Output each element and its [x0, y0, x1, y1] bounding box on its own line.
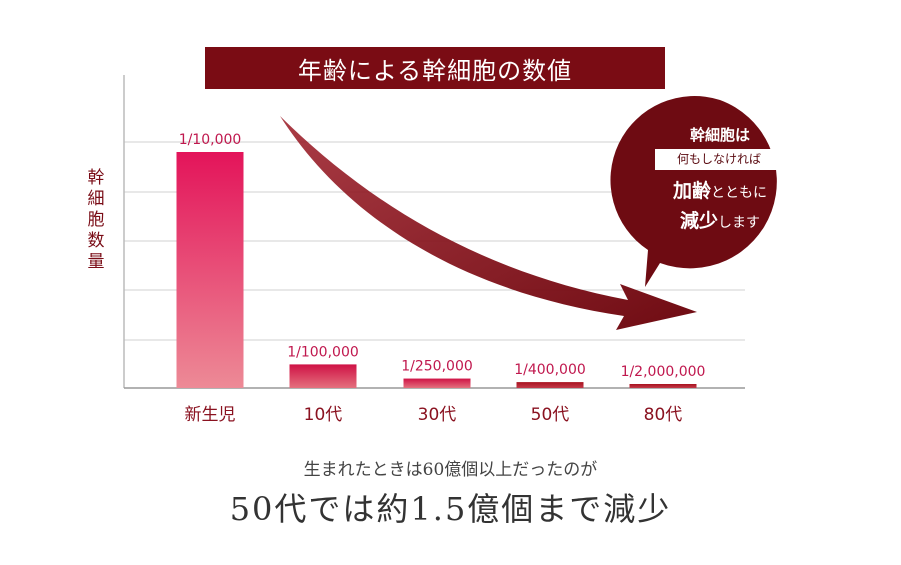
x-tick-label: 10代 [304, 405, 343, 425]
callout-line3-main: 加齢 [672, 180, 711, 202]
x-tick-label: 80代 [644, 405, 683, 425]
callout-note: 幹細胞は 何もしなければ 加齢とともに 減少します [636, 100, 804, 265]
category-labels-group: 新生児 10代 30代 50代 80代 [185, 405, 683, 425]
value-labels-group: 1/10,000 1/100,000 1/250,000 1/400,000 1/2,0… [179, 132, 706, 380]
callout-line2: 何もしなければ [655, 149, 783, 170]
title-banner-bg [205, 47, 665, 89]
x-tick-label: 30代 [418, 405, 457, 425]
callout-bubble [610, 96, 777, 287]
bar [403, 378, 471, 388]
bar-value-label: 1/400,000 [514, 362, 586, 378]
bar [629, 384, 697, 388]
callout-line1: 幹細胞は [689, 126, 750, 144]
bar [289, 364, 357, 388]
bar-value-label: 1/250,000 [401, 359, 473, 375]
bar-value-label: 1/100,000 [287, 344, 359, 360]
caption-line1: 生まれたときは60億個以上だったのが [303, 460, 598, 480]
bar [176, 152, 244, 388]
callout-line3-small: とともに [711, 185, 767, 201]
bar [516, 382, 584, 388]
caption-line2: 50代では約1.5億個まで減少 [229, 490, 672, 528]
callout-line4-main: 減少 [679, 210, 718, 232]
x-tick-label: 50代 [531, 405, 570, 425]
bar-value-label: 1/10,000 [179, 132, 242, 148]
callout-line3: 加齢とともに [636, 176, 804, 203]
bars-group [176, 152, 697, 388]
callout-line4: 減少します [636, 206, 804, 233]
trend-arrow [280, 116, 697, 330]
bar-value-label: 1/2,000,000 [621, 364, 706, 380]
x-tick-label: 新生児 [185, 405, 236, 425]
callout-line4-small: します [718, 215, 760, 231]
chart-title: 年齢による幹細胞の数値 [297, 56, 573, 85]
y-axis-label: 幹細胞数量 [87, 168, 105, 272]
